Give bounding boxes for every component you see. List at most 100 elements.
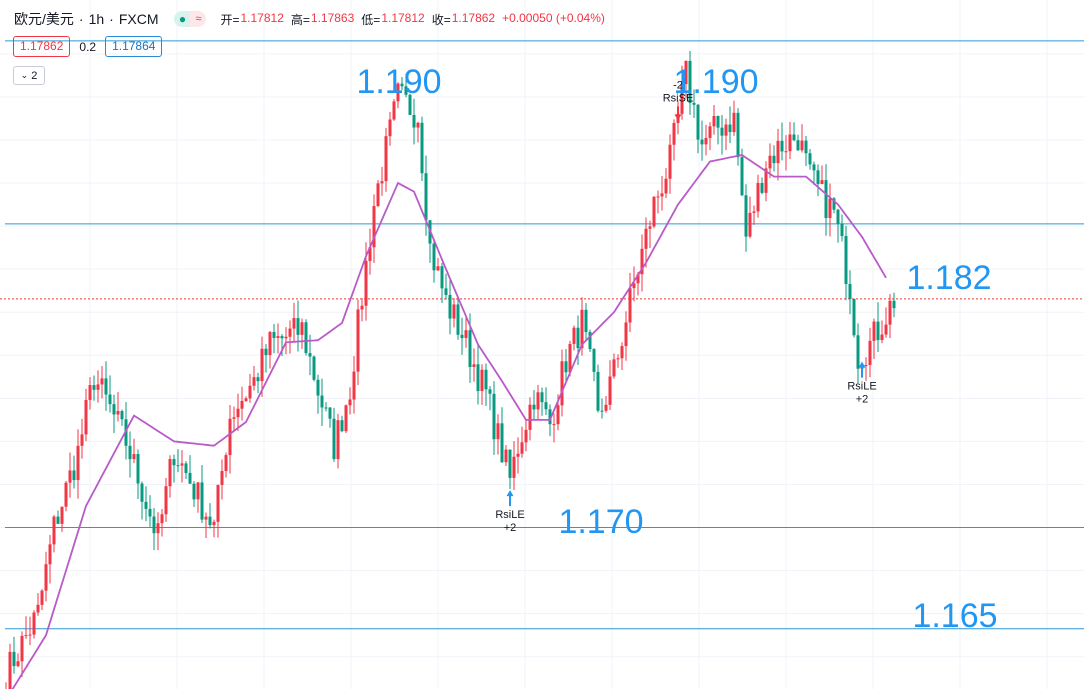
separator: · <box>109 11 114 27</box>
candle-body <box>536 392 540 410</box>
candle-body <box>368 247 372 261</box>
candle-body <box>292 318 296 329</box>
signal-qty: -2 <box>673 79 683 91</box>
bid-price-box[interactable]: 1.17862 <box>13 36 71 57</box>
spread-value: 0.2 <box>79 39 97 54</box>
candle-body <box>512 456 516 478</box>
candle-body <box>176 465 180 467</box>
wave-icon[interactable]: ≈ <box>190 11 207 27</box>
candle-body <box>748 212 752 237</box>
candle-body <box>648 226 652 229</box>
candle-body <box>88 385 92 400</box>
candle-body <box>868 340 872 365</box>
candle-body <box>320 395 324 408</box>
candle-body <box>716 115 720 128</box>
arrow-down-icon <box>674 106 682 121</box>
candle-body <box>192 483 196 500</box>
candle-body <box>540 392 544 403</box>
interval-label[interactable]: 1h <box>88 11 105 27</box>
candle-body <box>840 223 844 237</box>
candle-body <box>344 405 348 432</box>
arrow-up-icon <box>506 490 514 507</box>
chevron-down-icon: ⌄ <box>20 70 29 80</box>
candle-body <box>800 140 804 151</box>
candle-body <box>364 260 368 306</box>
candle-body <box>116 411 120 415</box>
candle-body <box>672 122 676 145</box>
candle-body <box>656 196 660 198</box>
candle-body <box>692 102 696 105</box>
candle-body <box>568 343 572 373</box>
candle-body <box>200 482 204 520</box>
candle-body <box>576 327 580 349</box>
candle-body <box>532 404 536 410</box>
level-annotation: 1.190 <box>673 63 758 101</box>
candle-body <box>68 470 72 483</box>
candle-body <box>728 124 732 133</box>
candle-body <box>64 482 68 507</box>
candle-body <box>172 459 176 466</box>
candle-body <box>612 359 616 377</box>
candle-body <box>788 134 792 152</box>
candle-body <box>832 198 836 210</box>
indicators-toggle[interactable]: ⌄ 2 <box>13 66 45 85</box>
candle-body <box>52 516 56 545</box>
candle-body <box>640 248 644 275</box>
candle-body <box>500 423 504 463</box>
candle-body <box>700 139 704 145</box>
candle-body <box>332 418 336 460</box>
candle-body <box>508 449 512 478</box>
candle-body <box>464 330 468 339</box>
high-value: 1.17863 <box>310 10 355 25</box>
candle-body <box>604 404 608 411</box>
candle-body <box>804 140 808 154</box>
candle-body <box>752 211 756 213</box>
candle-body <box>432 243 436 271</box>
candle-body <box>708 126 712 138</box>
symbol-name[interactable]: 欧元/美元 <box>14 11 74 27</box>
signal-marker: RsiLE+2 <box>495 490 525 534</box>
candle-body <box>768 155 772 169</box>
candle-body <box>408 94 412 115</box>
candle-body <box>308 353 312 357</box>
candle-body <box>164 486 168 515</box>
candle-body <box>244 398 248 401</box>
candle-body <box>372 206 376 248</box>
candle-body <box>8 651 12 689</box>
moving-average-line <box>11 154 887 689</box>
signal-marker: RsiLE+2 <box>847 361 877 406</box>
candle-body <box>720 127 724 136</box>
indicators-count: 2 <box>31 69 38 82</box>
candle-body <box>892 300 896 309</box>
candle-body <box>856 335 860 369</box>
candle-body <box>884 324 888 335</box>
candle-body <box>436 266 440 271</box>
candle-body <box>44 564 48 591</box>
candle-body <box>560 361 564 406</box>
candle-body <box>456 304 460 335</box>
candle-body <box>280 336 284 339</box>
candle-body <box>724 124 728 136</box>
ask-price-box[interactable]: 1.17864 <box>105 36 163 57</box>
candle-body <box>584 309 588 333</box>
candle-body <box>84 399 88 435</box>
eye-icon[interactable]: ● <box>174 11 191 27</box>
candle-body <box>224 455 228 472</box>
candle-body <box>680 84 684 114</box>
candle-body <box>824 180 828 219</box>
market-status-pill[interactable]: ● ≈ <box>174 11 207 27</box>
candle-body <box>336 420 340 460</box>
candle-body <box>880 334 884 341</box>
candle-body <box>112 404 116 415</box>
close-value: 1.17862 <box>451 10 496 25</box>
candle-body <box>544 402 548 410</box>
candle-body <box>220 471 224 485</box>
candle-body <box>636 274 640 284</box>
candle-body <box>340 420 344 432</box>
candle-body <box>496 423 500 440</box>
candle-body <box>504 449 508 463</box>
candle-body <box>652 196 656 227</box>
signal-label: RsiSE <box>663 92 694 104</box>
candle-body <box>844 236 848 285</box>
